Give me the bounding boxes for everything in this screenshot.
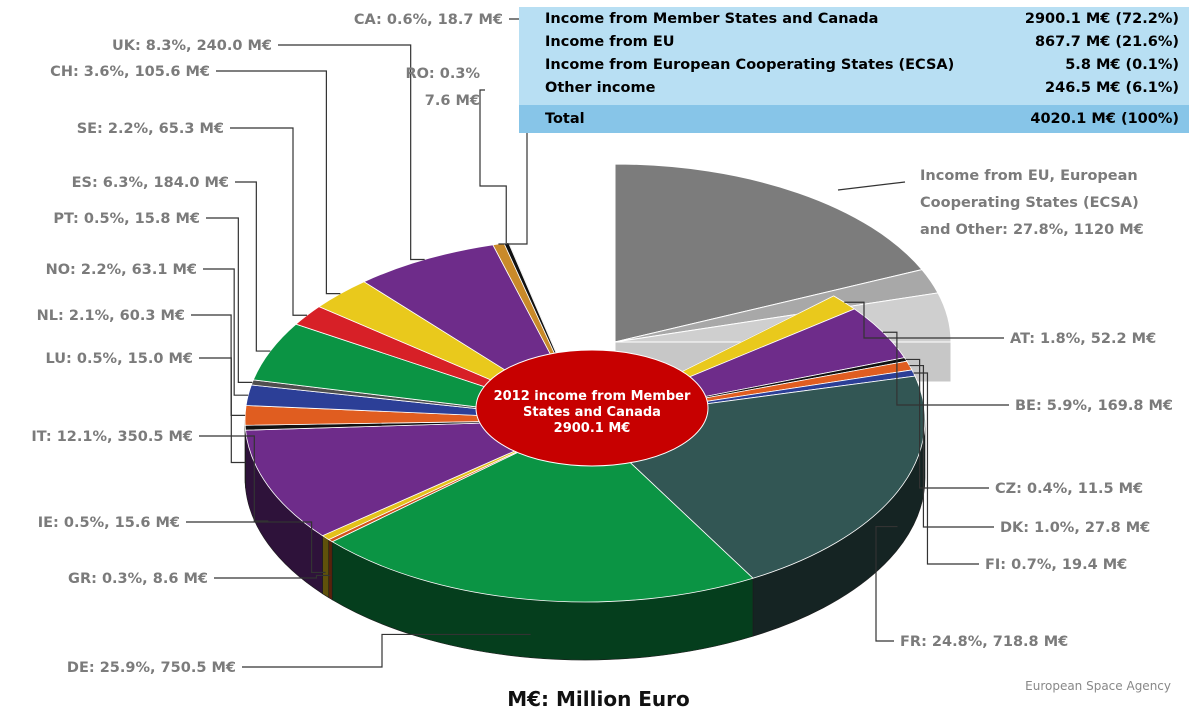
leader-ch xyxy=(216,70,341,295)
leader-at xyxy=(844,301,1004,339)
label-ie: IE: 0.5%, 15.6 M€ xyxy=(38,515,180,531)
leader-es xyxy=(235,181,271,352)
leader-de xyxy=(242,633,531,668)
row-label: Income from European Cooperating States … xyxy=(545,57,955,73)
leader-dk xyxy=(909,364,994,528)
label-nl: NL: 2.1%, 60.3 M€ xyxy=(37,308,185,324)
center-label-line-1: 2012 income from Member xyxy=(494,389,691,404)
label-at: AT: 1.8%, 52.2 M€ xyxy=(1010,331,1156,347)
slice-labels: AT: 1.8%, 52.2 M€ BE: 5.9%, 169.8 M€ CZ: 0… xyxy=(31,12,1173,676)
source-credit: European Space Agency xyxy=(1025,679,1171,693)
row-value: 246.5 M€ (6.1%) xyxy=(1045,80,1179,96)
table-row: Income from Member States and Canada 290… xyxy=(519,7,1189,30)
row-value: 867.7 M€ (21.6%) xyxy=(1034,34,1179,50)
label-be: BE: 5.9%, 169.8 M€ xyxy=(1015,398,1173,414)
slice-it xyxy=(245,419,586,537)
table-total-row: Total 4020.1 M€ (100%) xyxy=(519,105,1189,133)
slice-de xyxy=(331,419,754,603)
center-label: 2012 income from Member States and Canad… xyxy=(475,349,709,467)
label-fr: FR: 24.8%, 718.8 M€ xyxy=(900,634,1068,650)
row-label: Income from EU xyxy=(545,34,675,50)
leader-fr xyxy=(875,525,898,642)
leader-fi xyxy=(913,372,979,565)
leader-ro xyxy=(479,89,507,243)
total-label: Total xyxy=(519,105,1003,133)
slice-side-ie xyxy=(322,535,330,599)
leader-lines xyxy=(186,18,1009,668)
label-pt: PT: 0.5%, 15.8 M€ xyxy=(53,211,200,227)
leader-cz xyxy=(905,358,989,489)
leader-be xyxy=(882,331,1009,406)
leader-no xyxy=(203,268,249,396)
center-label-line-2: States and Canada xyxy=(523,405,661,420)
table-row: Other income 246.5 M€ (6.1%) xyxy=(519,76,1189,99)
leader-se xyxy=(230,127,308,316)
label-other-income: Income from EU, European Cooperating Stat… xyxy=(920,168,1144,238)
label-cz: CZ: 0.4%, 11.5 M€ xyxy=(995,481,1143,497)
exploded-wedge xyxy=(614,163,923,343)
label-de: DE: 25.9%, 750.5 M€ xyxy=(67,660,236,676)
label-gr: GR: 0.3%, 8.6 M€ xyxy=(68,571,208,587)
center-label-line-3: 2900.1 M€ xyxy=(554,421,631,436)
leader-pt xyxy=(206,217,253,383)
label-it: IT: 12.1%, 350.5 M€ xyxy=(31,429,193,445)
leader-gr xyxy=(214,574,331,579)
leader-other-income xyxy=(837,181,906,191)
leader-ie xyxy=(186,521,326,574)
label-lu: LU: 0.5%, 15.0 M€ xyxy=(46,351,193,367)
row-label: Income from Member States and Canada xyxy=(545,11,879,27)
leader-uk xyxy=(278,44,425,261)
label-se: SE: 2.2%, 65.3 M€ xyxy=(77,121,224,137)
income-summary-table: Income from Member States and Canada 290… xyxy=(519,7,1189,133)
label-uk: UK: 8.3%, 240.0 M€ xyxy=(112,38,272,54)
leader-it xyxy=(199,435,269,522)
row-value: 5.8 M€ (0.1%) xyxy=(1065,57,1179,73)
row-value: 2900.1 M€ (72.2%) xyxy=(1024,11,1179,27)
slice-side-gr xyxy=(328,539,333,601)
table-row: Income from EU 867.7 M€ (21.6%) xyxy=(519,30,1189,53)
total-value: 4020.1 M€ (100%) xyxy=(1002,105,1189,133)
label-no: NO: 2.2%, 63.1 M€ xyxy=(46,262,197,278)
unit-note: M€: Million Euro xyxy=(507,687,690,711)
label-ro: RO: 0.3% 7.6 M€ xyxy=(405,66,480,109)
row-label: Other income xyxy=(545,80,656,96)
center-ellipse xyxy=(475,349,709,467)
label-ca: CA: 0.6%, 18.7 M€ xyxy=(354,12,503,28)
label-dk: DK: 1.0%, 27.8 M€ xyxy=(1000,520,1150,536)
label-ch: CH: 3.6%, 105.6 M€ xyxy=(50,64,210,80)
leader-nl xyxy=(191,314,246,416)
label-es: ES: 6.3%, 184.0 M€ xyxy=(72,175,229,191)
table-row: Income from European Cooperating States … xyxy=(519,53,1189,76)
label-fi: FI: 0.7%, 19.4 M€ xyxy=(985,557,1127,573)
